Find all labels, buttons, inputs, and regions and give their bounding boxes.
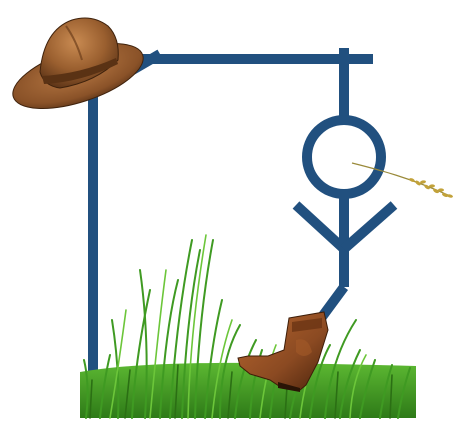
grass-field <box>80 234 416 419</box>
cowboy-boot-icon <box>237 311 329 392</box>
figure-right-arm <box>340 201 398 253</box>
wheat-stalk-icon <box>351 162 453 198</box>
cowboy-hat-icon <box>12 17 144 109</box>
figure-left-arm <box>292 201 348 253</box>
gallows <box>83 48 373 380</box>
hangman-figure <box>292 115 398 328</box>
figure-head <box>302 115 386 199</box>
